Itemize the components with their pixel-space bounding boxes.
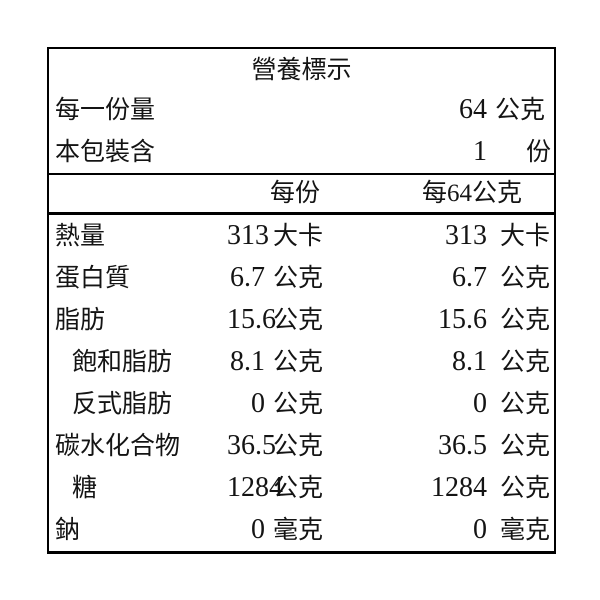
nutrient-row-protein: 蛋白質 6.7 公克 6.7 公克 [49, 257, 554, 299]
package-count-row: 本包裝含 1 份 [49, 131, 554, 173]
unit-per-serving: 公克 [273, 433, 324, 460]
column-header-per-64g: 每64公克 [422, 180, 523, 207]
unit-per-64g: 公克 [500, 475, 551, 502]
value-per-64g: 36.5 [438, 430, 487, 461]
column-header-row: 每份 每64公克 [49, 175, 554, 212]
unit-per-serving: 公克 [273, 307, 324, 334]
serving-size-unit: 公克 [495, 97, 546, 124]
value-per-serving: 313 [227, 220, 269, 251]
unit-per-64g: 公克 [500, 265, 551, 292]
unit-per-serving: 大卡 [273, 223, 324, 250]
value-per-serving: 0 [251, 514, 265, 545]
column-header-per-serving: 每份 [270, 180, 321, 207]
package-count-label: 本包裝含 [55, 139, 156, 166]
nutrient-row-fat: 脂肪 15.6公克 15.6 公克 [49, 299, 554, 341]
nutrient-row-calories: 熱量 313 大卡 313 大卡 [49, 215, 554, 257]
package-count-unit: 份 [525, 139, 551, 166]
unit-per-64g: 毫克 [500, 517, 551, 544]
unit-per-64g: 公克 [500, 391, 551, 418]
value-per-serving: 6.7 [230, 262, 265, 293]
nutrient-row-trans-fat: 反式脂肪 0 公克 0 公克 [49, 383, 554, 425]
unit-per-serving: 公克 [273, 391, 324, 418]
serving-size-row: 每一份量 64 公克 [49, 89, 554, 131]
value-per-64g: 6.7 [452, 262, 487, 293]
nutrient-name: 反式脂肪 [72, 391, 173, 418]
unit-per-64g: 公克 [500, 307, 551, 334]
nutrient-row-carbohydrate: 碳水化合物 36.5公克 36.5 公克 [49, 425, 554, 467]
nutrient-name: 飽和脂肪 [72, 349, 173, 376]
label-title: 營養標示 [251, 57, 352, 84]
unit-per-64g: 公克 [500, 433, 551, 460]
value-per-64g: 0 [473, 514, 487, 545]
nutrient-rows: 熱量 313 大卡 313 大卡 蛋白質 6.7 公克 6.7 公克 脂肪 15.6公克 15.6 公… [49, 215, 554, 551]
unit-per-serving: 公克 [273, 475, 324, 502]
unit-per-64g: 公克 [500, 349, 551, 376]
package-count-value: 1 [473, 136, 487, 167]
value-per-64g: 0 [473, 388, 487, 419]
unit-per-serving: 公克 [273, 265, 324, 292]
nutrient-name: 糖 [72, 475, 98, 502]
value-per-serving: 36.5 [227, 430, 276, 461]
nutrient-name: 脂肪 [55, 307, 106, 334]
nutrient-name: 鈉 [55, 517, 81, 544]
divider-header [49, 212, 554, 215]
nutrition-label: 營養標示 每一份量 64 公克 本包裝含 1 份 每份 每64公克 熱量 313 大卡 313… [47, 47, 556, 554]
value-per-serving: 0 [251, 388, 265, 419]
divider-top [49, 173, 554, 175]
unit-per-serving: 毫克 [273, 517, 324, 544]
nutrient-name: 蛋白質 [55, 265, 131, 292]
nutrient-row-saturated-fat: 飽和脂肪 8.1 公克 8.1 公克 [49, 341, 554, 383]
value-per-serving: 8.1 [230, 346, 265, 377]
nutrient-name: 碳水化合物 [55, 433, 181, 460]
value-per-serving: 1284 [227, 472, 283, 503]
value-per-64g: 1284 [431, 472, 487, 503]
value-per-serving: 15.6 [227, 304, 276, 335]
unit-per-64g: 大卡 [500, 223, 551, 250]
value-per-64g: 15.6 [438, 304, 487, 335]
nutrient-row-sodium: 鈉 0 毫克 0 毫克 [49, 509, 554, 551]
serving-size-value: 64 [459, 94, 487, 125]
nutrient-row-sugar: 糖 1284公克 1284 公克 [49, 467, 554, 509]
value-per-64g: 8.1 [452, 346, 487, 377]
serving-size-label: 每一份量 [55, 97, 156, 124]
value-per-64g: 313 [445, 220, 487, 251]
unit-per-serving: 公克 [273, 349, 324, 376]
nutrient-name: 熱量 [55, 223, 106, 250]
